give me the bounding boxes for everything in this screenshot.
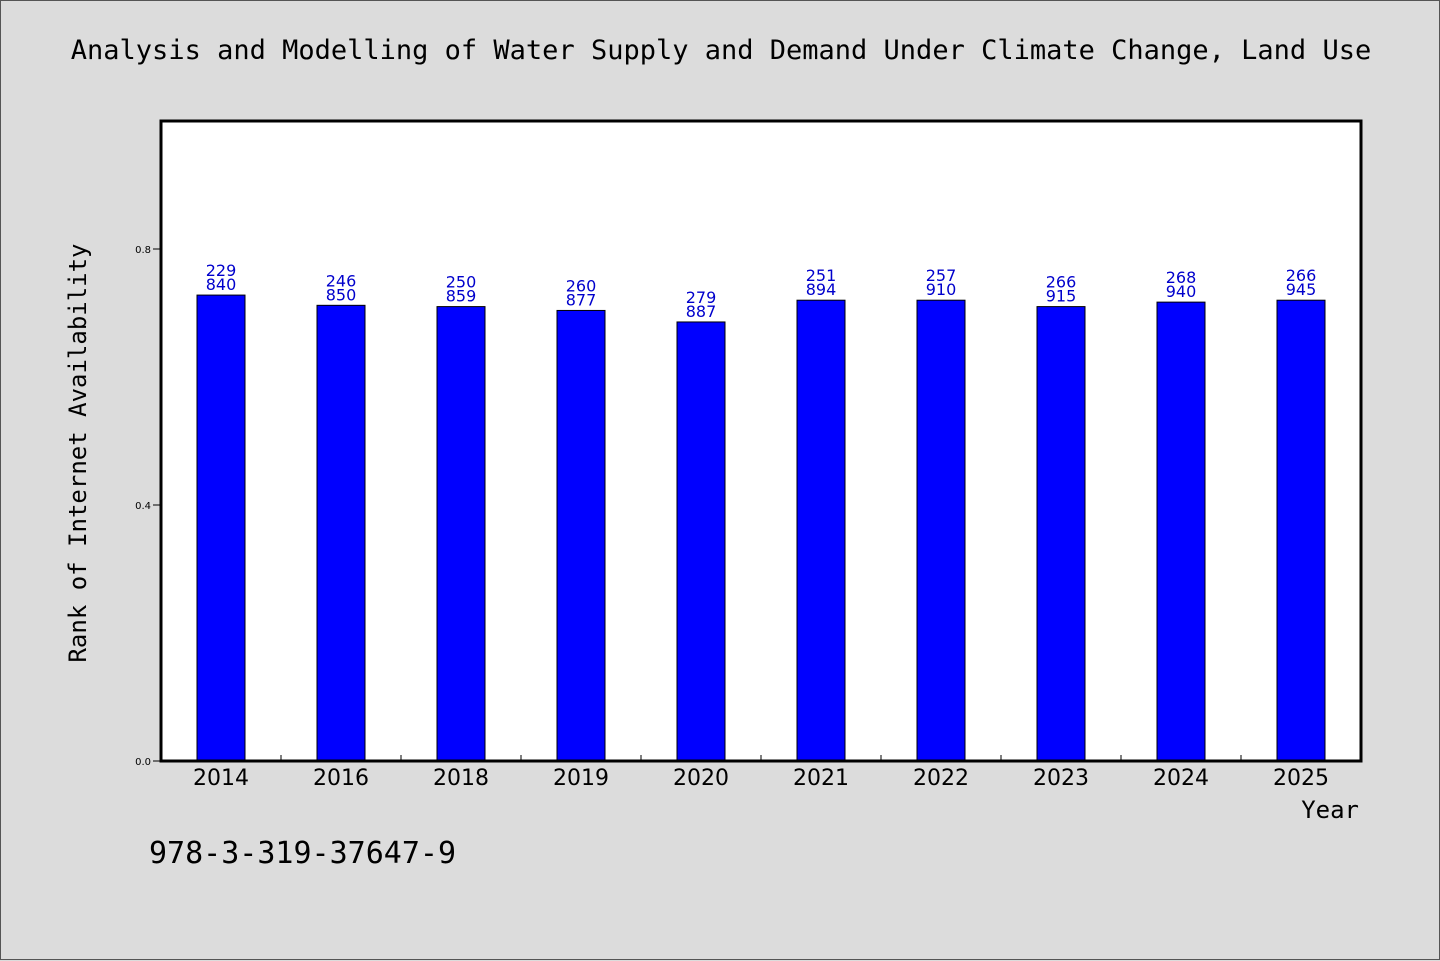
bar (196, 294, 246, 762)
bar-label-bottom: 945 (1286, 280, 1317, 299)
bar (916, 299, 966, 762)
x-tick-label: 2025 (1273, 766, 1329, 791)
x-tick-label: 2022 (913, 766, 969, 791)
x-tick-label: 2019 (553, 766, 609, 791)
bar-label-top: 268 (1166, 268, 1197, 287)
bar (1156, 301, 1206, 762)
bar-label-top: 279 (686, 288, 717, 307)
bar-label-bottom: 850 (326, 285, 357, 304)
bar (1036, 306, 1086, 762)
x-tick-label: 2020 (673, 766, 729, 791)
bar (796, 299, 846, 762)
bar-label-bottom: 894 (806, 280, 837, 299)
y-tick-label: 0.8 (135, 245, 151, 256)
bar-label-top: 250 (446, 273, 477, 292)
bar (316, 304, 366, 762)
y-tick-label: 0.0 (135, 757, 151, 768)
x-tick-label: 2021 (793, 766, 849, 791)
bar-label-top: 229 (206, 261, 237, 280)
bar (1276, 299, 1326, 762)
bar (556, 309, 606, 762)
bar-label-bottom: 910 (926, 280, 957, 299)
bar-label-bottom: 940 (1166, 282, 1197, 301)
chart-title: Analysis and Modelling of Water Supply a… (70, 35, 1372, 66)
isbn-identifier: 978-3-319-37647-9 (149, 836, 457, 871)
bar-label-bottom: 840 (206, 275, 237, 294)
bar (676, 321, 726, 762)
bar (436, 306, 486, 762)
y-tick-label: 0.4 (135, 501, 151, 512)
bar-label-bottom: 915 (1046, 287, 1077, 306)
bar-label-top: 251 (806, 266, 837, 285)
x-tick-label: 2023 (1033, 766, 1089, 791)
x-tick-label: 2016 (313, 766, 369, 791)
bar-label-top: 257 (926, 266, 957, 285)
bar-label-bottom: 859 (446, 287, 477, 306)
x-tick-label: 2018 (433, 766, 489, 791)
bar-label-bottom: 877 (566, 290, 597, 309)
bar-label-top: 266 (1046, 273, 1077, 292)
x-tick-label: 2024 (1153, 766, 1209, 791)
x-axis-label: Year (1301, 796, 1359, 824)
bar-label-top: 266 (1286, 266, 1317, 285)
bar-label-top: 260 (566, 276, 597, 295)
x-tick-label: 2014 (193, 766, 249, 791)
bar-label-top: 246 (326, 271, 357, 290)
bar-label-bottom: 887 (686, 302, 717, 321)
plot-border (159, 119, 1363, 763)
